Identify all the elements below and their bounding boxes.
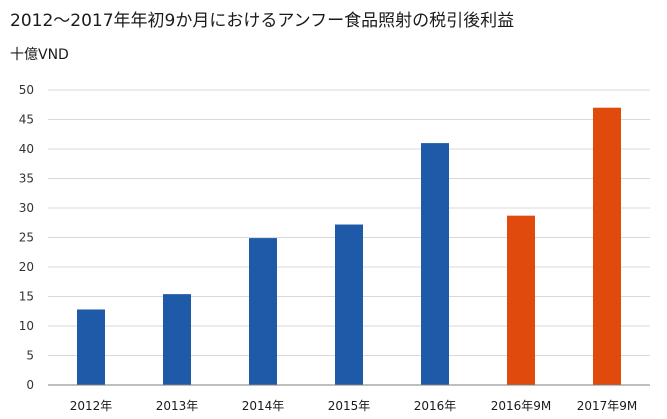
x-tick-label: 2012年 [70, 399, 113, 413]
y-tick-label: 15 [19, 290, 34, 304]
bar [335, 224, 363, 385]
x-tick-label: 2016年 [414, 399, 457, 413]
x-tick-label: 2016年9M [491, 399, 552, 413]
y-tick-label: 30 [19, 201, 34, 215]
grid-lines [48, 89, 650, 356]
y-tick-label: 25 [19, 231, 34, 245]
x-tick-label: 2014年 [242, 399, 285, 413]
bar [507, 215, 535, 385]
bar [77, 309, 105, 385]
bar [249, 238, 277, 385]
bar [593, 107, 621, 385]
y-tick-label: 50 [19, 83, 34, 97]
chart-title: 2012～2017年年初9か月におけるアンフー食品照射の税引後利益 [10, 11, 515, 31]
y-tick-label: 20 [19, 260, 34, 274]
y-tick-label: 0 [26, 378, 34, 392]
y-axis-unit-label: 十億VND [10, 47, 69, 63]
bars [77, 107, 621, 385]
bar [163, 294, 191, 385]
x-tick-label: 2015年 [328, 399, 371, 413]
bar [421, 143, 449, 385]
x-tick-labels: 2012年 2013年 2014年 2015年 2016年 2016年9M 2017年9M [70, 399, 638, 413]
y-tick-label: 40 [19, 142, 34, 156]
y-tick-labels: 0 5 10 15 20 25 30 35 40 45 50 [19, 83, 34, 392]
x-tick-label: 2013年 [156, 399, 199, 413]
y-tick-label: 45 [19, 113, 34, 127]
y-tick-label: 5 [26, 349, 34, 363]
x-tick-label: 2017年9M [577, 399, 638, 413]
y-tick-label: 10 [19, 319, 34, 333]
y-tick-label: 35 [19, 172, 34, 186]
